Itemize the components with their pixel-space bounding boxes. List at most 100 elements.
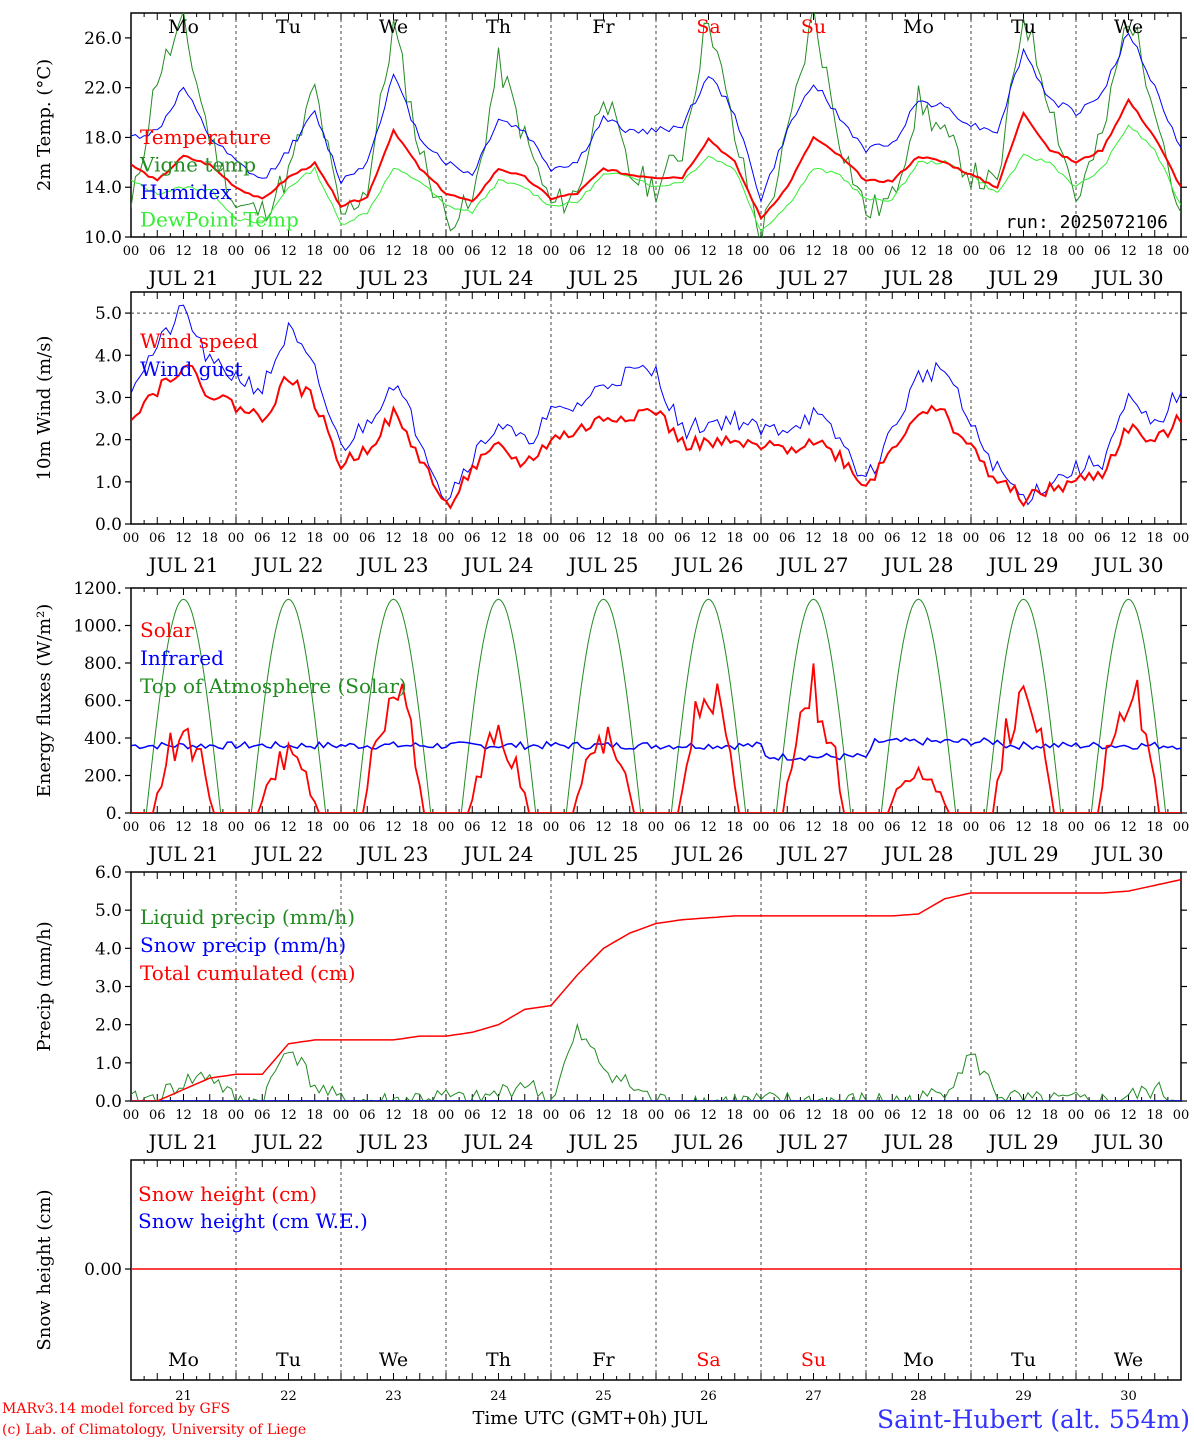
hour-tick-label: 06 <box>1094 820 1111 835</box>
hour-tick-label: 06 <box>884 820 901 835</box>
date-tick-label: JUL 25 <box>567 842 639 866</box>
hour-tick-label: 12 <box>1120 820 1137 835</box>
hour-tick-label: 12 <box>490 244 507 259</box>
date-tick-label: JUL 30 <box>1092 266 1164 290</box>
hour-tick-label: 06 <box>884 1108 901 1123</box>
hour-tick-label: 18 <box>831 820 848 835</box>
credit-line-1: MARv3.14 model forced by GFS <box>2 1401 230 1417</box>
date-tick-label: JUL 28 <box>882 553 954 577</box>
hour-tick-label: 18 <box>936 820 953 835</box>
weekday-top-label: Mo <box>903 16 934 38</box>
hour-tick-label: 00 <box>1173 244 1190 259</box>
day-number-label: 22 <box>280 1389 297 1404</box>
y-tick-label: 10.0 <box>84 228 122 248</box>
weekday-bottom-label: Th <box>486 1349 511 1371</box>
hour-tick-label: 00 <box>543 820 560 835</box>
hour-tick-label: 18 <box>1146 244 1163 259</box>
hour-tick-label: 18 <box>621 1108 638 1123</box>
y-tick-label: 1.0 <box>95 1054 122 1074</box>
hour-tick-label: 18 <box>1041 244 1058 259</box>
hour-tick-label: 18 <box>726 531 743 546</box>
date-tick-label: JUL 23 <box>357 1130 429 1154</box>
hour-tick-label: 12 <box>385 244 402 259</box>
legend-snow-0: Snow height (cm) <box>138 1182 317 1206</box>
hour-tick-label: 00 <box>1068 244 1085 259</box>
hour-tick-label: 12 <box>1015 1108 1032 1123</box>
day-number-label: 28 <box>910 1389 927 1404</box>
hour-tick-label: 18 <box>621 820 638 835</box>
weekday-top-label: Th <box>486 16 511 38</box>
hour-tick-label: 06 <box>674 531 691 546</box>
hour-tick-label: 12 <box>1015 244 1032 259</box>
hour-tick-label: 18 <box>411 531 428 546</box>
hour-tick-label: 00 <box>333 1108 350 1123</box>
hour-tick-label: 06 <box>884 244 901 259</box>
hour-tick-label: 12 <box>385 1108 402 1123</box>
hour-tick-label: 00 <box>333 244 350 259</box>
hour-tick-label: 18 <box>936 244 953 259</box>
hour-tick-label: 12 <box>385 531 402 546</box>
hour-tick-label: 06 <box>779 531 796 546</box>
station-name: Saint-Hubert (alt. 554m) <box>877 1405 1190 1434</box>
hour-tick-label: 00 <box>1068 531 1085 546</box>
hour-tick-label: 12 <box>595 820 612 835</box>
hour-tick-label: 12 <box>910 531 927 546</box>
hour-tick-label: 00 <box>333 531 350 546</box>
hour-tick-label: 18 <box>516 531 533 546</box>
hour-tick-label: 00 <box>963 244 980 259</box>
hour-tick-label: 06 <box>569 820 586 835</box>
y-tick-label: 5.0 <box>95 901 122 921</box>
y-axis-label: Snow height (cm) <box>34 1189 55 1350</box>
hour-tick-label: 00 <box>438 1108 455 1123</box>
y-tick-label: 4.0 <box>95 939 122 959</box>
weekday-top-label: We <box>1114 16 1143 38</box>
hour-tick-label: 12 <box>805 244 822 259</box>
hour-tick-label: 00 <box>438 531 455 546</box>
weekday-top-label: Mo <box>168 16 199 38</box>
hour-tick-label: 18 <box>306 820 323 835</box>
hour-tick-label: 06 <box>359 244 376 259</box>
hour-tick-label: 12 <box>595 244 612 259</box>
weekday-top-label: Tu <box>276 16 301 38</box>
hour-tick-label: 12 <box>490 820 507 835</box>
hour-tick-label: 12 <box>910 244 927 259</box>
y-tick-label: 0.0 <box>95 515 122 535</box>
legend-temp-3: DewPoint Temp <box>140 208 299 232</box>
series-line-temperature <box>131 97 1181 221</box>
hour-tick-label: 06 <box>1094 244 1111 259</box>
hour-tick-label: 12 <box>490 1108 507 1123</box>
date-tick-label: JUL 22 <box>252 266 324 290</box>
hour-tick-label: 18 <box>726 244 743 259</box>
date-tick-label: JUL 26 <box>672 266 744 290</box>
y-tick-label: 26.0 <box>84 29 122 49</box>
hour-tick-label: 00 <box>858 820 875 835</box>
y-tick-label: 6.0 <box>95 863 122 883</box>
hour-tick-label: 12 <box>490 531 507 546</box>
hour-tick-label: 06 <box>254 820 271 835</box>
date-tick-label: JUL 30 <box>1092 842 1164 866</box>
hour-tick-label: 00 <box>228 820 245 835</box>
series-line-vigne-temp <box>131 13 1181 237</box>
legend-precip-2: Total cumulated (cm) <box>140 961 356 985</box>
hour-tick-label: 06 <box>149 1108 166 1123</box>
legend-wind-1: Wind gust <box>140 357 243 381</box>
hour-tick-label: 12 <box>805 820 822 835</box>
legend-precip-1: Snow precip (mm/h) <box>140 933 346 957</box>
hour-tick-label: 06 <box>884 531 901 546</box>
hour-tick-label: 06 <box>989 1108 1006 1123</box>
weekday-top-label: Su <box>801 16 826 38</box>
hour-tick-label: 18 <box>936 1108 953 1123</box>
date-tick-label: JUL 27 <box>777 1130 849 1154</box>
hour-tick-label: 06 <box>149 820 166 835</box>
weekday-top-label: We <box>379 16 408 38</box>
hour-tick-label: 00 <box>648 820 665 835</box>
hour-tick-label: 12 <box>595 1108 612 1123</box>
hour-tick-label: 00 <box>123 1108 140 1123</box>
hour-tick-label: 12 <box>595 531 612 546</box>
hour-tick-label: 06 <box>989 531 1006 546</box>
y-tick-label: 2.0 <box>95 1016 122 1036</box>
date-tick-label: JUL 29 <box>987 842 1059 866</box>
day-number-label: 27 <box>805 1389 822 1404</box>
date-tick-label: JUL 22 <box>252 553 324 577</box>
weekday-bottom-label: Mo <box>168 1349 199 1371</box>
